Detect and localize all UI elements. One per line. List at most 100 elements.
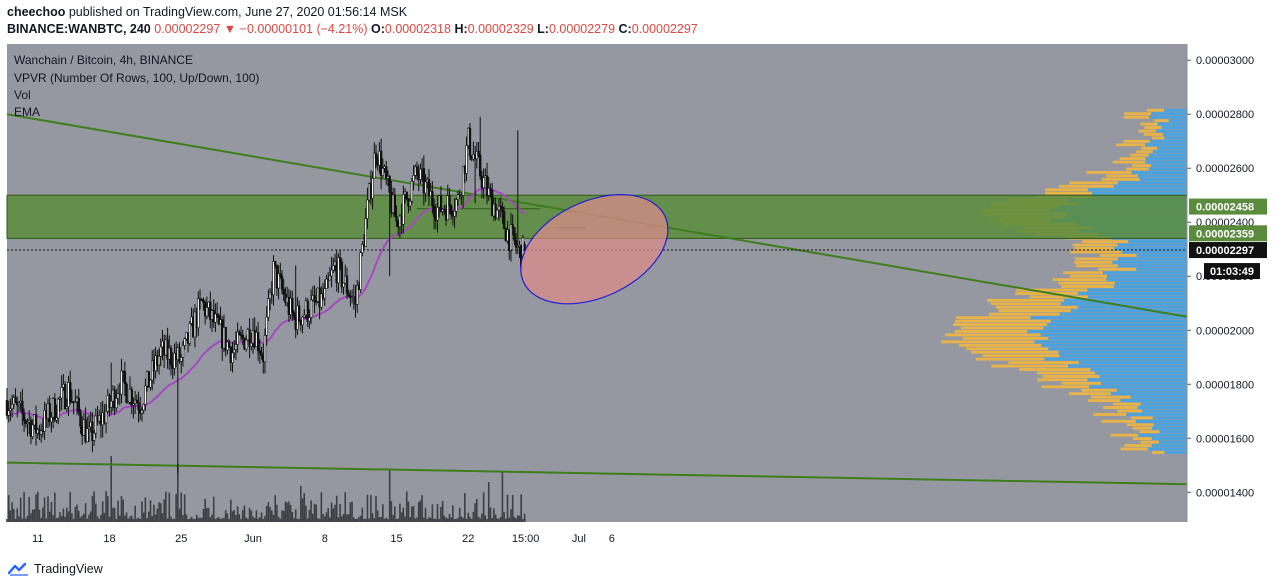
legend-vpvr[interactable]: VPVR (Number Of Rows, 100, Up/Down, 100) (14, 71, 259, 85)
candle-body (323, 288, 326, 299)
volume-bar (337, 517, 340, 522)
legend-ema[interactable]: EMA (14, 105, 40, 119)
vpvr-down-row (1042, 374, 1100, 378)
volume-bar (487, 482, 490, 522)
volume-bar (190, 517, 193, 522)
vpvr-down-row (962, 336, 1049, 340)
candle-body (125, 383, 128, 403)
time-tick-label: Jul (572, 533, 586, 545)
candle-body (395, 216, 398, 222)
volume-bar (270, 510, 273, 522)
vpvr-down-row (991, 364, 1069, 368)
volume-bar (508, 517, 511, 522)
volume-bar (493, 508, 495, 522)
support-trendline[interactable] (6, 461, 1188, 486)
volume-bar (153, 504, 155, 522)
vpvr-down-row (1093, 413, 1127, 416)
volume-bar (250, 510, 253, 522)
volume-bar (523, 513, 526, 522)
vpvr-down-row (953, 323, 1048, 326)
vpvr-down-row (1045, 191, 1092, 195)
volume-bar (14, 518, 17, 522)
vpvr-down-row (1132, 164, 1151, 167)
volume-bar (272, 515, 275, 522)
volume-bar (158, 502, 160, 522)
volume-bar (236, 506, 239, 522)
candle-body (465, 145, 468, 174)
volume-bar (84, 503, 87, 522)
vpvr-up-row (1142, 409, 1187, 413)
legend-vol[interactable]: Vol (14, 88, 31, 102)
volume-bar (472, 511, 475, 522)
candle-body (514, 239, 518, 248)
chart-area[interactable]: 0.00003000 0.00002800 0.00002600 0.00002400… (0, 44, 1274, 552)
volume-bar (245, 517, 247, 522)
highlight-ellipse[interactable] (503, 173, 685, 326)
volume-bar (141, 501, 143, 522)
volume-bar (221, 518, 224, 522)
volume-bar (400, 512, 403, 522)
volume-bar (452, 505, 454, 522)
high-value: 0.00002329 (467, 22, 534, 36)
volume-bar (48, 511, 51, 522)
tradingview-logo[interactable]: TradingView (8, 562, 103, 576)
candle-body (250, 342, 253, 347)
time-tick-label: 15 (390, 533, 402, 545)
vpvr-down-row (954, 319, 1051, 323)
volume-bar (120, 496, 123, 522)
volume-bar (424, 507, 427, 522)
volume-bar (313, 503, 316, 522)
volume-bar (484, 515, 487, 522)
candle-body (140, 409, 144, 414)
price-scale[interactable] (1187, 44, 1267, 522)
tradingview-icon (8, 562, 28, 576)
volume-bar (375, 496, 377, 522)
vpvr-down-row (998, 309, 1071, 313)
volume-bar (101, 501, 104, 522)
vpvr-up-row (1157, 122, 1187, 126)
volume-bar (18, 516, 20, 522)
volume-bar (216, 517, 218, 522)
candle-body (123, 371, 127, 385)
volume-bar (36, 491, 39, 522)
volume-bar (330, 502, 333, 522)
vpvr-up-row (1047, 323, 1187, 326)
vpvr-up-row (1135, 419, 1187, 423)
volume-bar (341, 516, 343, 522)
candle-body (79, 411, 82, 427)
volume-bar (228, 518, 230, 522)
volume-bar (399, 503, 401, 522)
volume-bar (229, 499, 232, 522)
volume-bar (311, 513, 314, 522)
vpvr-down-row (1152, 136, 1165, 140)
price-chart[interactable]: 0.000030000.000028000.000026000.00002400… (0, 44, 1274, 552)
vpvr-histogram (941, 108, 1187, 454)
volume-bar (187, 518, 189, 522)
candle-body (325, 278, 328, 289)
vpvr-down-row (1041, 385, 1089, 389)
candle-body (408, 200, 412, 207)
volume-bar (108, 516, 111, 522)
volume-bar (358, 517, 360, 522)
volume-bar (260, 512, 263, 522)
volume-bar (296, 518, 299, 522)
volume-bar (212, 496, 215, 522)
candle-body (104, 411, 108, 424)
price-tick-label: 0.00002600 (1196, 163, 1254, 175)
volume-bar (240, 518, 242, 522)
volume-bar (106, 496, 109, 522)
time-scale[interactable] (7, 522, 1187, 552)
candle-body (364, 218, 367, 247)
candle-body (234, 344, 238, 350)
volume-bar (294, 509, 297, 522)
vpvr-up-row (1112, 260, 1187, 264)
volume-bar (60, 516, 63, 522)
author-name[interactable]: cheechoo (7, 5, 66, 19)
vpvr-up-row (1116, 388, 1187, 392)
volume-bar (407, 501, 410, 522)
volume-bar (223, 517, 225, 522)
candle-body (137, 402, 140, 410)
volume-bar (197, 517, 200, 522)
vpvr-up-row (1149, 139, 1187, 143)
candle-body (9, 408, 12, 412)
